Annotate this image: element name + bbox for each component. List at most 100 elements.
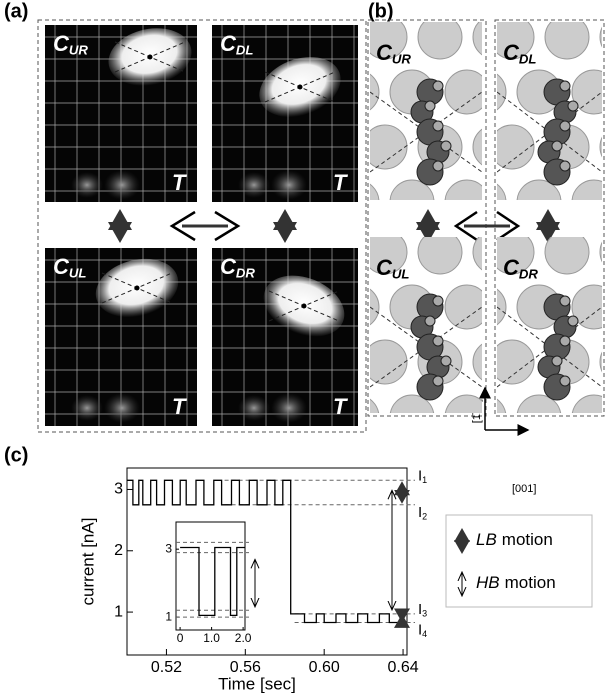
level-label-sub: 2: [422, 512, 427, 522]
molecule-h: [567, 315, 579, 327]
substrate-atom: [516, 179, 562, 200]
level-label-main: I: [418, 504, 422, 521]
panel-frame: [37, 19, 367, 433]
state-label: CDR: [220, 254, 255, 281]
state-label-main: C: [220, 254, 237, 279]
substrate-atom: [370, 398, 380, 413]
substrate-atom: [599, 351, 602, 373]
state-label-main: C: [376, 255, 393, 280]
tip-blob: [238, 395, 270, 421]
molecule-h: [432, 375, 444, 387]
substrate-atom: [571, 69, 602, 115]
substrate-atom: [370, 124, 408, 170]
substrate-atom: [472, 343, 482, 381]
trace: [180, 546, 245, 617]
level-label: I4: [418, 621, 427, 639]
x-tick-label: 0.64: [387, 659, 418, 676]
x-tick-label: 2.0: [235, 631, 252, 645]
state-label-sub: UL: [69, 266, 87, 281]
panel-frame: [494, 19, 605, 417]
state-label: CUL: [376, 255, 409, 282]
substrate-atom: [444, 179, 482, 200]
substrate-atom: [370, 237, 408, 275]
molecule-h: [424, 315, 436, 327]
open-arrows: [169, 210, 521, 242]
substrate-atom: [444, 69, 482, 115]
substrate-atom: [497, 22, 535, 60]
x-tick-label: 1.0: [203, 631, 220, 645]
center-mark: [297, 84, 303, 90]
substrate-atom: [571, 394, 602, 413]
tip-blob: [71, 172, 103, 198]
level-label-sub: 1: [422, 475, 427, 485]
state-label-main: C: [53, 31, 70, 56]
motion-arrows: [108, 209, 560, 243]
level-label: I3: [418, 601, 427, 619]
state-label-sub: UL: [392, 267, 410, 282]
molecule-h: [432, 295, 444, 307]
substrate-atom: [497, 183, 507, 200]
model-image: [497, 22, 602, 200]
legend-text: HB motion: [476, 573, 556, 592]
model-image: [497, 237, 602, 413]
axis-label: [001]: [512, 483, 536, 495]
molecule-h: [432, 120, 444, 132]
substrate-atom: [370, 22, 408, 60]
lattice-cross: [370, 306, 482, 388]
state-label: CUR: [376, 40, 411, 67]
state-label: CDL: [503, 40, 536, 67]
y-tick-label: 1: [165, 609, 172, 623]
molecule-h: [551, 140, 563, 152]
legend-rest: motion: [502, 530, 553, 549]
molecule-h: [559, 160, 571, 172]
state-label-main: C: [376, 40, 393, 65]
tip-blob: [271, 170, 307, 200]
substrate-atom: [370, 73, 380, 111]
state-label-main: C: [53, 254, 70, 279]
molecule-h: [567, 100, 579, 112]
x-tick-label: 0.60: [309, 659, 340, 676]
tip-label: T: [333, 394, 348, 419]
molecule-h: [559, 375, 571, 387]
model-image: [370, 237, 482, 413]
substrate-atom: [444, 284, 482, 330]
trace: [127, 479, 400, 624]
level-label-sub: 4: [422, 629, 427, 639]
molecule-h: [432, 80, 444, 92]
substrate-atom: [599, 241, 602, 263]
tip-label: T: [172, 170, 187, 195]
substrate-atom: [389, 394, 435, 413]
state-label-sub: UR: [69, 43, 89, 58]
legend-em: LB: [476, 530, 497, 549]
tip-label: T: [172, 394, 187, 419]
substrate-atom: [370, 339, 408, 385]
molecule-h: [559, 120, 571, 132]
substrate-atom: [417, 22, 463, 60]
level-label: I1: [418, 467, 427, 485]
legend-text: LB motion: [476, 530, 553, 549]
state-label: CDR: [503, 255, 538, 282]
center-mark: [147, 54, 153, 60]
substrate-atom: [497, 237, 535, 275]
state-label-main: C: [503, 255, 520, 280]
center-mark: [134, 285, 140, 291]
substrate-atom: [472, 128, 482, 166]
legend-box: [445, 514, 593, 608]
panel-label: (a): [4, 0, 28, 22]
x-tick-label: 0.52: [151, 659, 182, 676]
model-image: [370, 22, 482, 200]
substrate-atom: [497, 398, 507, 413]
level-label-main: I: [418, 467, 422, 484]
level-label-main: I: [418, 601, 422, 618]
center-mark: [301, 303, 307, 309]
state-label-sub: DL: [236, 43, 254, 58]
molecule-h: [440, 355, 452, 367]
substrate-atom: [417, 237, 463, 275]
state-label: CUR: [53, 31, 88, 58]
substrate-atom: [389, 179, 435, 200]
level-label-main: I: [418, 621, 422, 638]
y-tick-label: 3: [165, 541, 172, 555]
substrate-atom: [497, 339, 535, 385]
state-label-sub: DR: [519, 267, 539, 282]
tip-blob: [71, 395, 103, 421]
